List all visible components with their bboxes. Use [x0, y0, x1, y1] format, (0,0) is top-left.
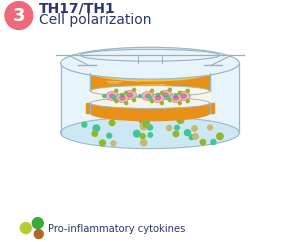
Circle shape — [140, 134, 145, 139]
Ellipse shape — [90, 97, 210, 109]
Circle shape — [217, 133, 223, 140]
Circle shape — [141, 140, 147, 146]
Circle shape — [168, 88, 171, 91]
Bar — [90, 91, 210, 103]
Circle shape — [82, 122, 87, 127]
Text: 3: 3 — [13, 7, 25, 24]
Bar — [206, 103, 214, 113]
Ellipse shape — [169, 93, 182, 102]
Circle shape — [160, 102, 164, 105]
Circle shape — [175, 125, 179, 130]
Bar — [90, 103, 210, 113]
Bar — [90, 73, 210, 91]
Ellipse shape — [90, 84, 210, 98]
Circle shape — [148, 97, 152, 99]
Circle shape — [211, 140, 216, 144]
Circle shape — [20, 223, 31, 234]
Circle shape — [140, 118, 146, 124]
Circle shape — [151, 100, 154, 103]
Circle shape — [174, 94, 177, 98]
Circle shape — [134, 130, 140, 137]
Ellipse shape — [159, 91, 172, 99]
Circle shape — [151, 89, 154, 92]
Circle shape — [184, 130, 190, 136]
Circle shape — [177, 117, 184, 123]
Circle shape — [193, 134, 198, 139]
Circle shape — [200, 139, 206, 145]
Circle shape — [115, 100, 118, 103]
Circle shape — [103, 94, 106, 98]
Ellipse shape — [177, 91, 190, 100]
Text: TH17/TH1: TH17/TH1 — [39, 1, 116, 15]
Ellipse shape — [181, 94, 186, 98]
Circle shape — [167, 97, 170, 99]
Ellipse shape — [106, 91, 119, 100]
Ellipse shape — [120, 96, 125, 100]
Circle shape — [189, 135, 194, 140]
Circle shape — [143, 121, 149, 128]
Circle shape — [140, 123, 147, 130]
Ellipse shape — [61, 47, 239, 79]
Ellipse shape — [90, 64, 210, 82]
Circle shape — [107, 133, 112, 138]
Circle shape — [178, 102, 181, 105]
Ellipse shape — [90, 86, 210, 97]
Circle shape — [173, 131, 179, 137]
Circle shape — [178, 91, 181, 94]
Circle shape — [139, 94, 142, 98]
Circle shape — [133, 88, 136, 91]
Text: Pro-inflammatory cytokines: Pro-inflammatory cytokines — [48, 224, 185, 234]
Circle shape — [186, 100, 189, 103]
Ellipse shape — [142, 91, 154, 100]
Ellipse shape — [124, 91, 136, 99]
Circle shape — [147, 125, 153, 130]
Ellipse shape — [128, 93, 133, 97]
Circle shape — [93, 125, 100, 131]
Ellipse shape — [164, 93, 168, 97]
Circle shape — [125, 102, 128, 105]
Ellipse shape — [173, 96, 178, 100]
Circle shape — [148, 133, 152, 137]
Bar — [61, 63, 239, 133]
Ellipse shape — [146, 94, 151, 98]
Circle shape — [192, 126, 197, 131]
Circle shape — [109, 120, 115, 126]
Circle shape — [34, 230, 43, 239]
Circle shape — [167, 125, 172, 131]
Ellipse shape — [116, 93, 129, 102]
Circle shape — [133, 99, 136, 102]
Ellipse shape — [61, 117, 239, 149]
Ellipse shape — [152, 93, 164, 102]
Circle shape — [100, 140, 105, 146]
Ellipse shape — [110, 94, 115, 98]
Circle shape — [113, 97, 116, 99]
Ellipse shape — [155, 96, 160, 100]
Circle shape — [32, 218, 43, 229]
Circle shape — [160, 91, 164, 94]
Circle shape — [168, 99, 171, 102]
Circle shape — [121, 93, 124, 97]
Circle shape — [186, 89, 189, 92]
Circle shape — [157, 93, 159, 97]
Circle shape — [208, 125, 212, 130]
Ellipse shape — [90, 105, 210, 121]
Circle shape — [111, 141, 116, 146]
Circle shape — [92, 131, 98, 136]
Text: Cell polarization: Cell polarization — [39, 14, 151, 28]
Circle shape — [115, 89, 118, 92]
Circle shape — [125, 91, 128, 94]
Circle shape — [5, 2, 33, 30]
Bar — [86, 103, 94, 113]
Ellipse shape — [90, 98, 210, 108]
Circle shape — [143, 117, 149, 123]
